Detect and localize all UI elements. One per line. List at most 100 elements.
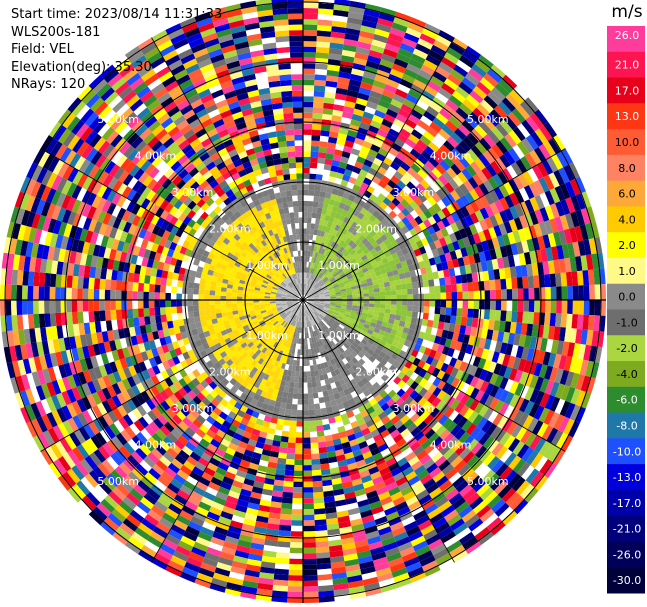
- velocity-cell: [135, 463, 149, 476]
- velocity-cell: [400, 428, 411, 439]
- velocity-cell: [318, 280, 324, 286]
- velocity-cell: [360, 409, 370, 418]
- velocity-cell: [515, 345, 524, 359]
- velocity-cell: [488, 361, 497, 373]
- velocity-cell: [270, 358, 277, 366]
- velocity-cell: [299, 310, 302, 317]
- velocity-cell: [132, 344, 141, 355]
- velocity-cell: [363, 335, 370, 342]
- velocity-cell: [395, 53, 411, 64]
- velocity-cell: [461, 509, 477, 523]
- velocity-cell: [340, 179, 349, 187]
- velocity-cell: [187, 311, 195, 319]
- velocity-cell: [318, 590, 335, 598]
- velocity-cell: [255, 313, 262, 318]
- velocity-cell: [565, 371, 575, 387]
- velocity-cell: [303, 129, 312, 135]
- velocity-cell: [318, 304, 325, 307]
- velocity-cell: [347, 297, 353, 300]
- velocity-cell: [424, 503, 438, 515]
- velocity-cell: [314, 341, 319, 348]
- velocity-cell: [82, 345, 91, 359]
- velocity-cell: [270, 417, 278, 424]
- velocity-cell: [322, 276, 328, 282]
- velocity-cell: [316, 207, 323, 214]
- velocity-cell: [359, 318, 366, 324]
- velocity-cell: [299, 366, 303, 372]
- velocity-cell: [439, 108, 453, 121]
- velocity-cell: [453, 266, 461, 276]
- velocity-cell: [333, 443, 343, 451]
- velocity-cell: [508, 130, 522, 145]
- velocity-cell: [527, 417, 539, 433]
- velocity-cell: [106, 397, 117, 411]
- velocity-cell: [512, 126, 526, 142]
- velocity-cell: [195, 481, 208, 492]
- velocity-cell: [264, 380, 272, 388]
- velocity-cell: [491, 330, 499, 342]
- velocity-cell: [122, 347, 131, 358]
- velocity-cell: [5, 315, 13, 332]
- velocity-cell: [317, 13, 333, 21]
- velocity-cell: [250, 457, 261, 465]
- velocity-cell: [423, 175, 434, 186]
- velocity-cell: [504, 267, 512, 279]
- velocity-cell: [483, 452, 496, 466]
- velocity-cell: [179, 509, 193, 521]
- velocity-cell: [250, 315, 257, 320]
- velocity-cell: [295, 303, 300, 309]
- velocity-cell: [367, 495, 380, 505]
- velocity-cell: [135, 352, 144, 364]
- velocity-cell: [400, 260, 408, 268]
- velocity-cell: [487, 456, 500, 470]
- velocity-cell: [328, 377, 335, 384]
- velocity-cell: [303, 289, 306, 295]
- velocity-cell: [334, 329, 340, 336]
- velocity-cell: [209, 304, 216, 310]
- velocity-cell: [537, 235, 546, 250]
- velocity-cell: [271, 495, 283, 503]
- velocity-cell: [395, 536, 411, 547]
- velocity-cell: [126, 387, 136, 400]
- velocity-cell: [169, 384, 179, 394]
- velocity-cell: [508, 147, 521, 162]
- velocity-cell: [109, 361, 118, 373]
- velocity-cell: [320, 362, 326, 370]
- velocity-cell: [564, 181, 576, 198]
- velocity-cell: [316, 278, 322, 284]
- velocity-cell: [394, 88, 408, 99]
- velocity-cell: [276, 355, 282, 362]
- velocity-cell: [379, 201, 388, 210]
- velocity-cell: [236, 544, 251, 554]
- velocity-cell: [262, 315, 269, 320]
- velocity-cell: [366, 265, 374, 271]
- velocity-cell: [471, 317, 479, 328]
- velocity-cell: [331, 433, 341, 441]
- velocity-cell: [386, 322, 394, 329]
- velocity-cell: [383, 541, 398, 552]
- velocity-cell: [501, 168, 513, 182]
- velocity-cell: [402, 327, 410, 334]
- velocity-cell: [449, 315, 457, 325]
- velocity-cell: [428, 349, 437, 359]
- velocity-cell: [359, 169, 368, 178]
- velocity-cell: [343, 342, 350, 350]
- velocity-cell: [191, 377, 201, 387]
- velocity-cell: [376, 104, 389, 114]
- velocity-cell: [355, 327, 362, 334]
- velocity-cell: [207, 443, 218, 453]
- velocity-cell: [352, 252, 359, 259]
- velocity-cell: [350, 258, 357, 265]
- velocity-cell: [313, 297, 320, 299]
- velocity-cell: [402, 405, 413, 415]
- velocity-cell: [348, 79, 362, 88]
- velocity-cell: [388, 443, 399, 453]
- velocity-cell: [166, 447, 179, 459]
- velocity-cell: [0, 284, 6, 300]
- velocity-cell: [278, 446, 288, 454]
- velocity-cell: [380, 358, 388, 366]
- velocity-cell: [317, 24, 332, 32]
- velocity-cell: [213, 471, 225, 482]
- velocity-cell: [526, 323, 534, 337]
- velocity-cell: [131, 435, 144, 448]
